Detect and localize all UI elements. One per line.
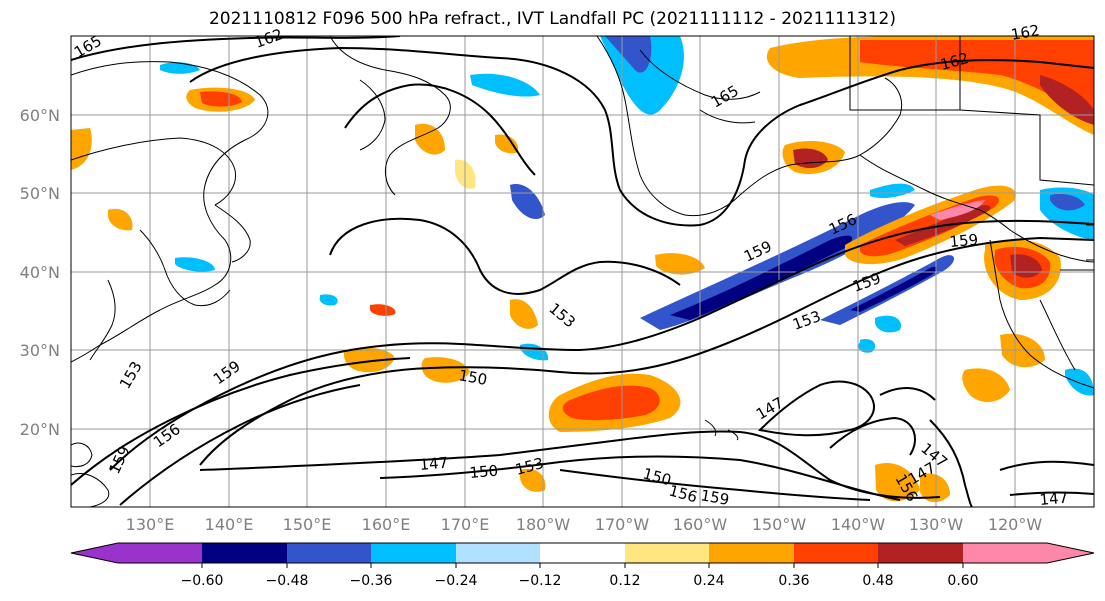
lon-label: 170°E (441, 515, 490, 534)
lon-label: 150°E (283, 515, 332, 534)
colorbar-tick-label: 0.12 (609, 573, 640, 589)
contour-label: 159 (949, 231, 979, 251)
colorbar-seg-7 (709, 543, 795, 563)
lon-label: 120°W (988, 515, 1043, 534)
lon-label: 160°E (362, 515, 411, 534)
lon-label: 140°E (205, 515, 254, 534)
colorbar-seg-0 (71, 543, 203, 563)
neg-band-east (820, 255, 955, 325)
colorbar-tick-label: 0.48 (862, 573, 893, 589)
lat-label: 20°N (20, 420, 60, 439)
lon-label: 170°W (595, 515, 650, 534)
lon-label: 160°W (673, 515, 728, 534)
lon-label: 180°W (516, 515, 571, 534)
map-border (70, 35, 1095, 508)
lat-label: 50°N (20, 184, 60, 203)
lon-label: 150°W (752, 515, 807, 534)
colorbar-tick-label: −0.48 (266, 573, 309, 589)
colorbar-seg-4 (456, 543, 541, 563)
colorbar-tick-label: −0.60 (181, 573, 224, 589)
colorbar-seg-1 (202, 543, 288, 563)
colorbar-seg-5 (540, 543, 626, 563)
colorbar-tick-label: −0.24 (435, 573, 478, 589)
colorbar-tick-label: −0.36 (350, 573, 393, 589)
colorbar-tick-label: 0.36 (778, 573, 809, 589)
lon-label: 130°E (126, 515, 175, 534)
lat-label: 30°N (20, 341, 60, 360)
colorbar-seg-6 (625, 543, 710, 563)
map-title: 2021110812 F096 500 hPa refract., IVT La… (208, 9, 896, 29)
colorbar-tick-label: 0.60 (947, 573, 978, 589)
contour-label: 147 (419, 454, 449, 474)
colorbar-seg-3 (371, 543, 457, 563)
contour-label: 159 (699, 486, 730, 509)
coastlines (71, 36, 1094, 507)
contours (71, 36, 1094, 507)
lat-label: 40°N (20, 263, 60, 282)
colorbar-seg-10 (963, 543, 1094, 563)
colorbar: −0.60 −0.48 −0.36 −0.24 −0.12 0.12 0.24 … (70, 542, 1095, 589)
contour-label: 150 (469, 462, 499, 482)
lon-label: 130°W (909, 515, 964, 534)
colorbar-seg-9 (878, 543, 964, 563)
colorbar-tick-label: −0.12 (519, 573, 562, 589)
lat-axis: 60°N 50°N 40°N 30°N 20°N (20, 106, 60, 439)
colorbar-seg-2 (287, 543, 372, 563)
contour-label: 147 (1039, 489, 1069, 509)
contour-label: 162 (1010, 21, 1041, 44)
lon-axis: 130°E 140°E 150°E 160°E 170°E 180°W 170°… (126, 515, 1043, 534)
colorbar-seg-8 (794, 543, 879, 563)
colorbar-outline (70, 542, 1095, 564)
neg-band-central (640, 202, 915, 330)
lat-label: 60°N (20, 106, 60, 125)
contour-label: 150 (457, 366, 488, 389)
lon-label: 140°W (831, 515, 886, 534)
colorbar-tick-label: 0.24 (693, 573, 724, 589)
